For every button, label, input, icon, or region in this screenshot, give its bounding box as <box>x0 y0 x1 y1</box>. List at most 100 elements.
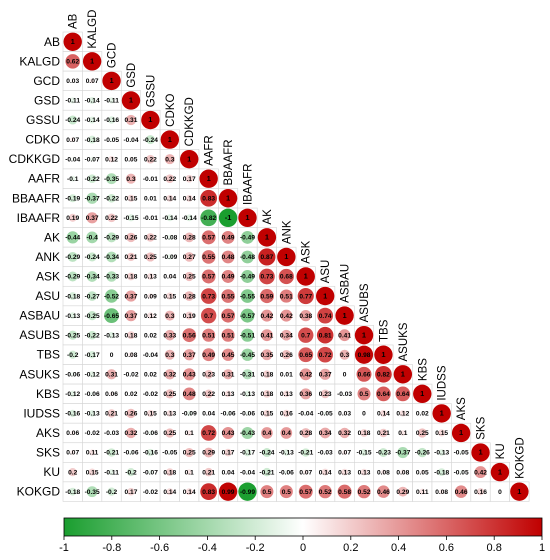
data-label: 0.87 <box>260 254 273 261</box>
data-label: 0.21 <box>125 254 138 261</box>
correlation-circle <box>277 247 296 267</box>
data-label: 0.01 <box>280 372 293 379</box>
column-labels: AB KALGD GCD GSD GSSU CDKO CDKKGD AAFR BBAAFR IBA… <box>68 10 527 479</box>
data-label: -0.06 <box>143 430 158 437</box>
correlation-circle <box>226 470 230 474</box>
data-label: -0.02 <box>143 391 158 398</box>
correlation-circle <box>88 135 97 144</box>
correlation-circle <box>68 115 78 125</box>
correlation-circle <box>323 411 328 416</box>
correlation-circle <box>109 431 114 435</box>
data-label: 0.49 <box>222 235 235 242</box>
correlation-circle <box>180 149 199 169</box>
column-label: ASUBS <box>359 283 371 322</box>
correlation-circle <box>397 446 409 459</box>
correlation-circle <box>127 214 135 222</box>
data-label: -0.05 <box>162 450 177 457</box>
data-label: 0.14 <box>183 195 196 202</box>
data-label: -0.05 <box>318 411 333 418</box>
data-label: -0.02 <box>143 489 158 496</box>
data-label: -0.04 <box>65 156 80 163</box>
correlation-circle <box>86 231 98 244</box>
correlation-circle <box>69 312 77 319</box>
correlation-circle <box>241 426 254 440</box>
data-label: 0.18 <box>260 391 273 398</box>
correlation-circle <box>200 288 217 304</box>
correlation-circle <box>338 329 351 342</box>
colorbar-tick-label: -1 <box>59 542 69 554</box>
row-label: IBAAFR <box>17 211 61 225</box>
correlation-circle <box>167 234 173 240</box>
correlation-circle <box>121 91 141 110</box>
correlation-circle <box>241 348 254 361</box>
data-label: 0.57 <box>222 313 235 320</box>
data-label: 0.66 <box>358 372 371 379</box>
data-label: 1 <box>459 428 463 437</box>
data-label: 0.51 <box>202 332 215 339</box>
data-label: 0.3 <box>126 176 135 183</box>
correlation-circle <box>303 469 309 475</box>
data-label: 1 <box>109 76 113 85</box>
data-label: 0.04 <box>202 411 215 418</box>
correlation-circle <box>459 470 464 475</box>
data-label: 0.18 <box>358 430 371 437</box>
data-label: -0.29 <box>65 254 80 261</box>
correlation-circle <box>242 369 253 380</box>
row-label: ASUKS <box>19 367 60 381</box>
correlation-circle <box>377 485 390 498</box>
correlation-circle <box>279 485 293 499</box>
correlation-circle <box>68 194 77 203</box>
data-label: -0.99 <box>240 489 255 496</box>
data-label: 0.22 <box>163 176 176 183</box>
correlation-circle <box>90 431 94 435</box>
data-label: -0.35 <box>85 489 100 496</box>
correlation-circle <box>342 450 348 455</box>
column-label: CDKKGD <box>184 97 196 146</box>
correlation-circle <box>262 448 272 458</box>
correlation-circle <box>476 487 485 496</box>
data-label: -0.22 <box>104 195 119 202</box>
colorbar-tick-label: 0.8 <box>487 542 502 554</box>
data-label: -0.19 <box>65 195 80 202</box>
data-label: 0.5 <box>282 489 291 496</box>
data-label: -0.04 <box>143 352 158 359</box>
correlation-circle <box>148 352 153 357</box>
data-label: 0.26 <box>125 235 138 242</box>
data-label: 1 <box>226 193 230 202</box>
data-label: 0.68 <box>280 274 293 281</box>
correlation-circle <box>65 54 80 69</box>
correlation-circle <box>319 427 331 439</box>
data-label: 0.55 <box>202 254 215 261</box>
correlation-circle <box>164 310 175 321</box>
correlation-circle <box>68 330 78 340</box>
data-label: 0.52 <box>358 489 371 496</box>
data-label: -0.11 <box>65 98 80 105</box>
data-label: -0.06 <box>221 411 236 418</box>
correlation-circle <box>88 410 96 417</box>
data-label: 0.07 <box>338 450 351 457</box>
correlation-circle <box>109 391 114 397</box>
correlation-circle <box>474 466 487 479</box>
data-label: 0.22 <box>144 235 157 242</box>
correlation-circle <box>222 426 235 440</box>
data-label: 0.49 <box>222 274 235 281</box>
data-label: 0.31 <box>105 372 118 379</box>
data-label: 0.1 <box>398 430 407 437</box>
row-label: AB <box>44 35 60 49</box>
correlation-circle <box>420 470 425 475</box>
data-label: 0.13 <box>358 469 371 476</box>
correlation-circle <box>102 71 121 91</box>
correlation-circle <box>186 430 193 436</box>
data-label: -0.13 <box>85 411 100 418</box>
data-label: -0.11 <box>104 469 119 476</box>
correlation-circle <box>354 325 374 345</box>
correlation-circle <box>261 349 273 361</box>
correlation-circle <box>393 365 413 384</box>
correlation-circle <box>454 485 468 498</box>
data-label: 0.42 <box>280 313 293 320</box>
correlation-circle <box>438 429 446 437</box>
data-label: -0.45 <box>240 352 255 359</box>
correlation-circle <box>257 228 277 247</box>
correlation-circle <box>89 391 95 397</box>
correlation-circle <box>70 430 75 436</box>
